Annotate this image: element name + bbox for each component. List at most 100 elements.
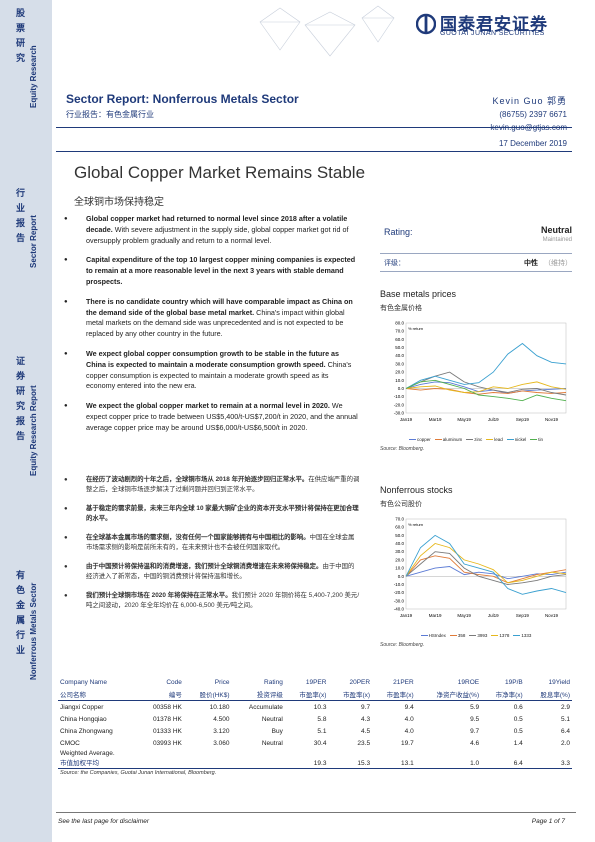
series-line-1378: [405, 543, 567, 584]
sidebar-label-cn: 有色金属行业: [15, 570, 25, 660]
series-line-1333: [405, 534, 567, 595]
table-cell: 13.1: [401, 760, 414, 767]
bullet-text: With severe adjustment in the supply sid…: [86, 224, 349, 245]
y-tick-label: 0.0: [398, 386, 405, 391]
y-tick-label: 80.0: [395, 321, 404, 326]
legend-item: HSIndex: [420, 633, 446, 638]
chart-legend: HSIndex 358 3993 1378 1333: [380, 633, 572, 638]
y-tick-label: -10.0: [394, 394, 405, 399]
table-cell: 01333 HK: [152, 727, 182, 735]
legend-item: tin: [530, 437, 543, 442]
x-tick-label: Jul19: [488, 417, 499, 422]
page-number: Page 1 of 7: [531, 818, 565, 825]
x-tick-label: Nov19: [545, 417, 559, 422]
legend-item: 1333: [513, 633, 531, 638]
bullet-item-cn: 由于中国预计将保持温和的消费增速，我们预计全球铜消费增速在未来将保持稳定。由于中…: [62, 562, 360, 582]
table-cell: 4.0: [404, 727, 414, 735]
table-cell: 市盈率(x): [372, 688, 416, 701]
sidebar-label-en: Equity Research Report: [29, 385, 38, 476]
y-tick-label: 20.0: [395, 557, 404, 562]
y-tick-label: -30.0: [394, 598, 405, 603]
legend-swatch: [408, 438, 416, 441]
table-cell: 15.3: [357, 760, 371, 767]
table-cell: 4.500: [213, 715, 230, 723]
legend-swatch: [491, 634, 499, 637]
table-cell: 市净率(x): [481, 688, 525, 701]
bullet-bold: 由于中国预计将保持温和的消费增速，我们预计全球铜消费增速在未来将保持稳定。: [86, 563, 323, 570]
y-tick-label: 10.0: [395, 566, 404, 571]
legend-item: lead: [486, 437, 503, 442]
y-tick-label: 40.0: [395, 541, 404, 546]
report-title: Global Copper Market Remains Stable: [74, 163, 366, 182]
table-cell: 23.5: [357, 739, 371, 747]
table-cell: Rating: [264, 678, 283, 686]
x-tick-label: Sep19: [516, 417, 530, 422]
table-cell: Price: [214, 678, 230, 686]
author-name: Kevin Guo 郭勇: [492, 96, 567, 106]
legend-item: 3993: [469, 633, 487, 638]
table-source: Source: the Companies, Guotai Junan Inte…: [60, 770, 217, 776]
summary-bullets-en: Global copper market had returned to nor…: [62, 214, 358, 443]
report-type-cn: 行业报告：有色金属行业: [66, 110, 154, 119]
footer-disclaimer-note: See the last page for disclaimer: [58, 818, 150, 825]
legend-swatch: [486, 438, 494, 441]
sidebar-block-nonferrous: 有色金属行业 Nonferrous Metals Sector: [0, 570, 52, 680]
author-phone: (86755) 2397 6671: [499, 110, 567, 119]
table-cell: 3.060: [213, 739, 230, 747]
table-cell: 9.7: [470, 727, 480, 735]
table-cell: 01378 HK: [152, 715, 182, 723]
company-name-en: GUOTAI JUNAN SECURITIES: [440, 30, 545, 37]
table-cell: 03993 HK: [152, 739, 182, 747]
rating-label: Rating:: [384, 227, 413, 237]
company-name-cn: 国泰君安证券: [440, 15, 548, 34]
summary-bullets-cn: 在经历了波动剧烈的十年之后，全球铜市场从 2018 年开始逐步回归正常水平。在供…: [62, 475, 360, 620]
bullet-text: 我们预计 2020 年铜价将在 5,400-7,200 美元/吨之间波动，202…: [86, 592, 360, 609]
y-tick-label: 70.0: [395, 329, 404, 334]
y-tick-label: 30.0: [395, 549, 404, 554]
y-tick-label: -20.0: [394, 590, 405, 595]
bullet-item: There is no candidate country which will…: [62, 297, 358, 340]
divider: [56, 127, 572, 128]
table-cell: Company Name: [60, 678, 107, 686]
bullet-item-cn: 在经历了波动剧烈的十年之后，全球铜市场从 2018 年开始逐步回归正常水平。在供…: [62, 475, 360, 495]
legend-item: aluminum: [434, 437, 463, 442]
table-header-row-cn: 公司名称 编号 股价(HK$) 投资评级 市盈率(x) 市盈率(x) 市盈率(x) 净资产收益…: [58, 688, 572, 701]
chart-source: Source: Bloomberg.: [380, 642, 425, 648]
series-line-hsindex: [405, 566, 567, 580]
series-line-tin: [405, 379, 567, 402]
legend-label: aluminum: [442, 437, 463, 442]
bullet-item-cn: 在全球基本金属市场的需求侧，没有任何一个国家能够拥有与中国相比的影响。中国在全球…: [62, 533, 360, 553]
table-cell: 4.3: [361, 715, 371, 723]
y-tick-label: 10.0: [395, 378, 404, 383]
table-cell: 00358 HK: [152, 703, 182, 711]
table-cell: CMOC: [60, 739, 80, 747]
plot-area: [405, 518, 567, 610]
bullet-item: Capital expenditure of the top 10 larges…: [62, 255, 358, 287]
table-cell: Neutral: [261, 715, 283, 723]
table-cell: 30.4: [313, 739, 327, 747]
report-type: Sector Report: Nonferrous Metals Sector: [66, 92, 299, 106]
bullet-bold: Global copper market had returned to nor…: [86, 214, 348, 234]
bullet-bold: 我们预计全球铜市场在 2020 年将保持在正常水平。: [86, 592, 232, 599]
legend-item: 358: [449, 633, 465, 638]
table-cell: 4.5: [361, 727, 371, 735]
legend-swatch: [434, 438, 442, 441]
footer-divider: [56, 812, 576, 813]
chart-nonferrous-stocks: Nonferrous stocks 有色公司股价 70.0 60.0 50.0 40.…: [380, 485, 572, 648]
legend-swatch: [506, 438, 514, 441]
bullet-text: 由于中国的经济进入了新常态，中国的铜消费预计将保持温和增长。: [86, 563, 355, 580]
table-cell: 10.180: [209, 703, 230, 711]
legend-item: 1378: [491, 633, 509, 638]
table-cell: 股价(HK$): [183, 688, 232, 701]
bullet-bold: We expect the global copper market to re…: [86, 401, 330, 411]
table-cell: 3.120: [213, 727, 230, 735]
legend-swatch: [513, 634, 521, 637]
table-cell: 9.7: [361, 703, 371, 711]
y-tick-label: 50.0: [395, 533, 404, 538]
sidebar-label-en: Sector Report: [29, 215, 38, 268]
y-tick-label: 0.0: [398, 574, 405, 579]
table-cell: 0.6: [513, 703, 523, 711]
x-tick-label: Sep19: [516, 613, 530, 618]
y-tick-label: -20.0: [394, 402, 405, 407]
legend-item: copper: [408, 437, 431, 442]
